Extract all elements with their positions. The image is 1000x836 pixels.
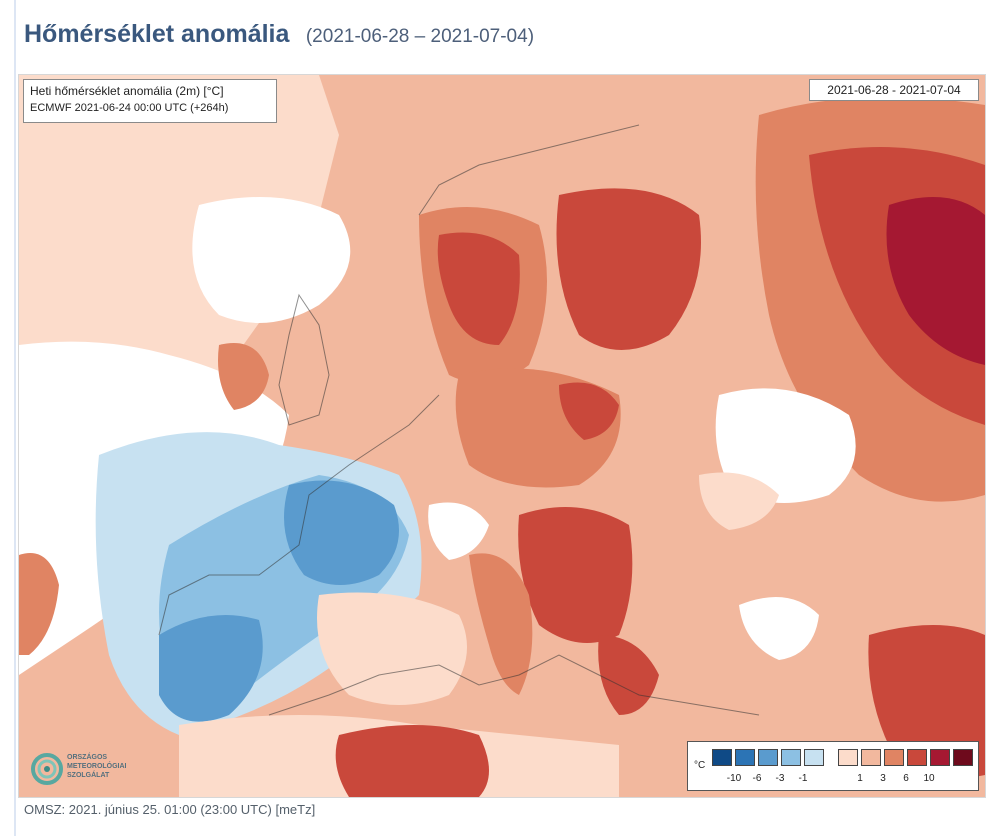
logo-line-1: ORSZÁGOS — [67, 754, 108, 761]
legend-swatch-cold-1 — [735, 749, 755, 766]
legend-unit: °C — [694, 760, 706, 771]
legend-swatch-warm-6 — [953, 749, 973, 766]
coastline-hint-west — [158, 394, 440, 636]
russia-extreme — [886, 197, 985, 365]
date-range: (2021-06-28 – 2021-07-04) — [305, 26, 535, 47]
legend-swatch-cold-3 — [781, 749, 801, 766]
greece-hot — [598, 635, 659, 715]
legend-swatch-cold-strong — [712, 749, 732, 766]
legend-tick-warm: 6 — [903, 773, 909, 784]
legend-swatch-warm-4 — [907, 749, 927, 766]
left-divider — [14, 0, 16, 836]
north-atlantic-white — [192, 197, 351, 323]
near-east-hot — [868, 625, 985, 779]
map-info-title: Heti hőmérséklet anomália (2m) [°C] — [30, 84, 224, 98]
coastline-hint-med — [268, 654, 760, 716]
balkans-hot — [518, 507, 633, 643]
cold-region-core — [284, 480, 399, 585]
italy-warm — [469, 553, 533, 695]
ireland-warm — [218, 343, 269, 410]
scandinavia-hot — [437, 232, 520, 345]
logo-line-3: SZOLGÁLAT — [67, 772, 110, 779]
omsz-logo: ORSZÁGOS METEOROLÓGIAI SZOLGÁLAT — [27, 747, 155, 791]
map-canvas — [19, 75, 985, 797]
west-atlantic-warm-spot — [19, 553, 59, 655]
turkey-neutral — [739, 597, 819, 660]
med-light-warm — [317, 592, 467, 705]
iberia-cold-core — [159, 615, 263, 722]
page-title: Hőmérséklet anomália — [24, 20, 290, 48]
legend-tick-warm: 3 — [880, 773, 886, 784]
legend-swatch-warm-3 — [884, 749, 904, 766]
coastline-hint-north — [418, 124, 640, 216]
ukraine-light-warm — [699, 472, 779, 530]
legend-tick-cold: -6 — [752, 773, 762, 784]
legend-tick-warm: 1 — [857, 773, 863, 784]
color-legend: °C -10 -6 -3 -1 1 3 6 10 — [687, 741, 979, 791]
coastline-hint-uk — [278, 293, 330, 426]
baltic-hot — [556, 188, 701, 350]
atlantic-light-warm — [19, 75, 339, 420]
legend-tick-cold: -10 — [726, 773, 742, 784]
footer-note: OMSZ: 2021. június 25. 01:00 (23:00 UTC)… — [24, 802, 316, 817]
page-header: Hőmérséklet anomália (2021-06-28 – 2021-… — [24, 20, 534, 49]
omsz-logo-icon — [31, 753, 63, 785]
north-africa-hot — [335, 725, 489, 797]
poland-hot — [559, 382, 619, 440]
legend-tick-cold: -1 — [798, 773, 808, 784]
map-info-model: ECMWF 2021-06-24 00:00 UTC (+264h) — [30, 102, 229, 114]
legend-swatch-warm-5 — [930, 749, 950, 766]
map-date-box: 2021-06-28 - 2021-07-04 — [809, 79, 979, 101]
logo-line-2: METEOROLÓGIAI — [67, 763, 127, 770]
legend-swatch-warm-2 — [861, 749, 881, 766]
legend-swatch-cold-4 — [804, 749, 824, 766]
ukraine-neutral — [715, 388, 856, 503]
legend-tick-warm: 10 — [923, 773, 935, 784]
anomaly-map: Heti hőmérséklet anomália (2m) [°C] ECMW… — [18, 74, 986, 798]
map-info-box: Heti hőmérséklet anomália (2m) [°C] ECMW… — [23, 79, 277, 123]
legend-tick-cold: -3 — [775, 773, 785, 784]
legend-swatch-warm-1 — [838, 749, 858, 766]
legend-swatch-cold-2 — [758, 749, 778, 766]
alps-neutral — [428, 502, 489, 560]
omsz-logo-text: ORSZÁGOS METEOROLÓGIAI SZOLGÁLAT — [67, 753, 127, 780]
